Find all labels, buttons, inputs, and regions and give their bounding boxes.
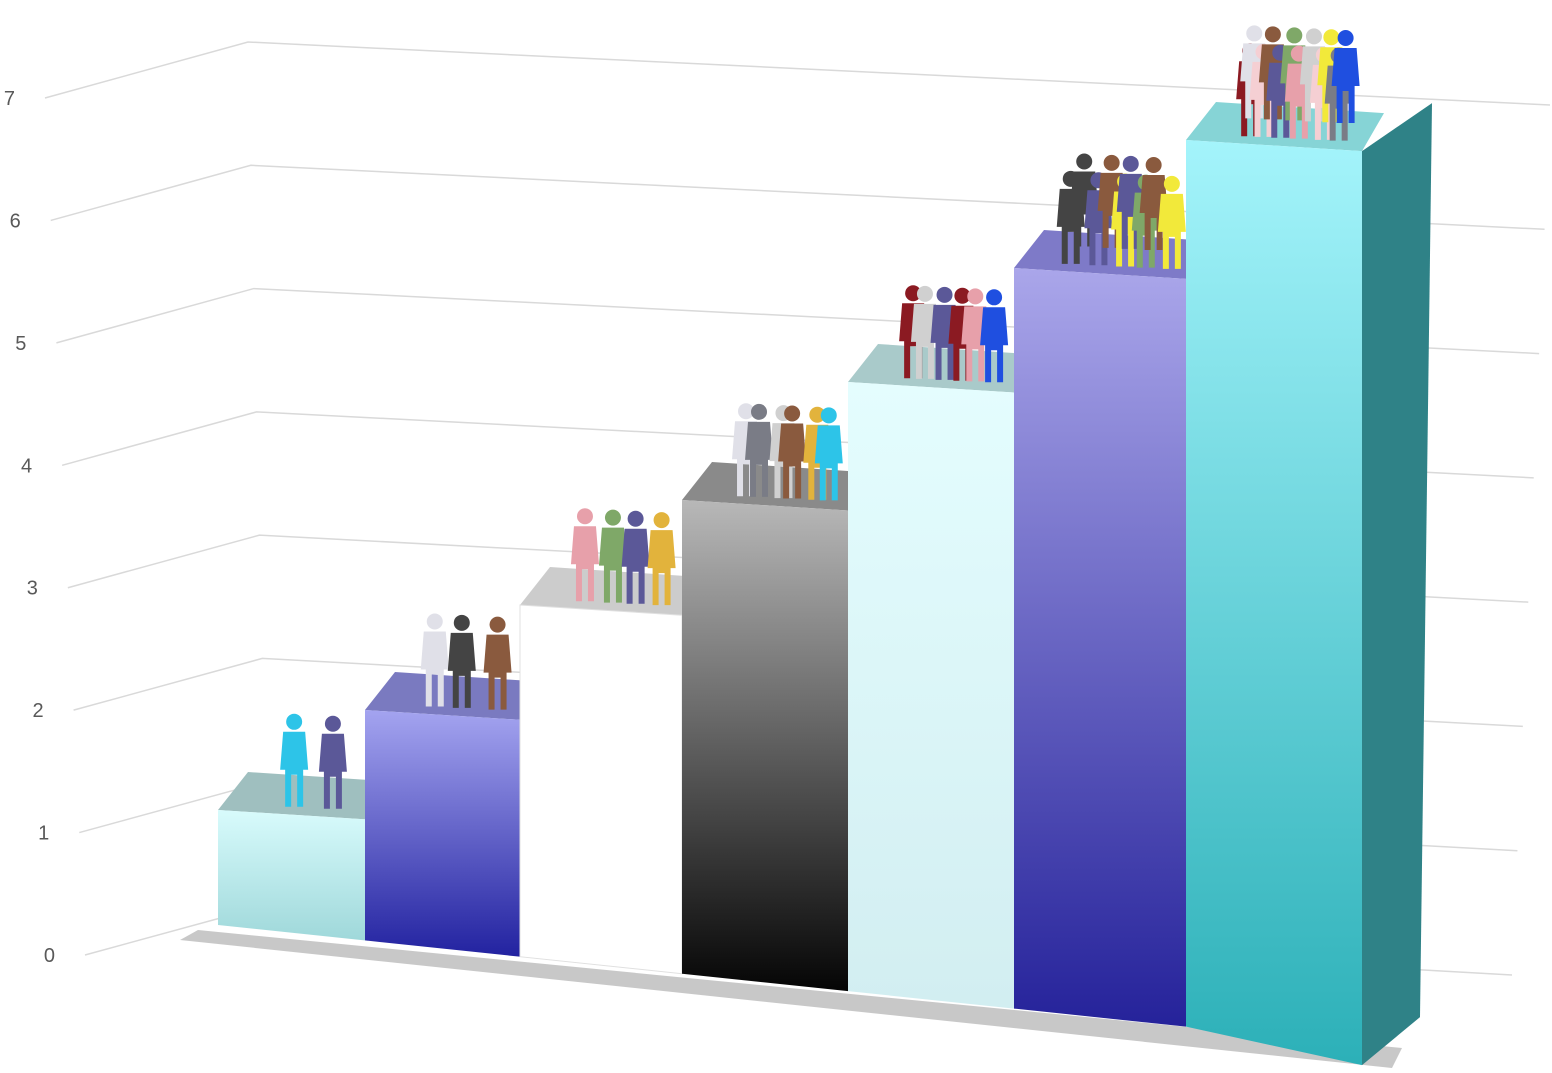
person-figure-icon <box>1331 29 1360 123</box>
person-figure-icon <box>647 512 676 606</box>
bar-top-face <box>218 772 390 820</box>
y-tick-label: 1 <box>38 823 49 845</box>
bar-side-face <box>1362 103 1432 1066</box>
bars <box>218 25 1432 1066</box>
person-figure-icon <box>570 508 599 602</box>
person-figure-icon <box>447 614 476 708</box>
person-figure-icon <box>483 616 512 710</box>
gridlines <box>44 41 1551 976</box>
y-axis-ticks: 0 1 2 3 4 5 6 7 <box>4 88 55 967</box>
person-figure-icon <box>420 613 449 707</box>
y-tick-label: 2 <box>32 700 43 722</box>
person-figure-icon <box>318 715 347 809</box>
bar <box>848 382 1014 1009</box>
bar <box>1014 268 1186 1027</box>
person-figure-icon <box>778 405 807 499</box>
person-figure-icon <box>621 510 650 604</box>
y-tick-label: 5 <box>15 333 26 355</box>
y-tick-label: 6 <box>10 210 21 232</box>
person-figure-icon <box>598 509 627 603</box>
bar <box>365 710 522 957</box>
person-figure-icon <box>745 403 774 497</box>
y-tick-label: 0 <box>44 945 55 967</box>
y-tick-label: 7 <box>4 88 15 110</box>
bar <box>1186 140 1362 1066</box>
person-figure-icon <box>1157 175 1186 269</box>
y-tick-label: 3 <box>27 578 38 600</box>
ground-shadow <box>180 930 1402 1068</box>
y-tick-label: 4 <box>21 455 32 477</box>
person-figure-icon <box>814 407 843 501</box>
person-figure-icon <box>280 713 309 807</box>
bar <box>218 810 368 941</box>
person-figure-icon <box>910 285 939 379</box>
bar <box>519 604 683 975</box>
bar-shadows <box>180 930 1402 1068</box>
person-figure-icon <box>980 289 1009 383</box>
bar <box>682 500 848 992</box>
gridline <box>44 41 1551 106</box>
